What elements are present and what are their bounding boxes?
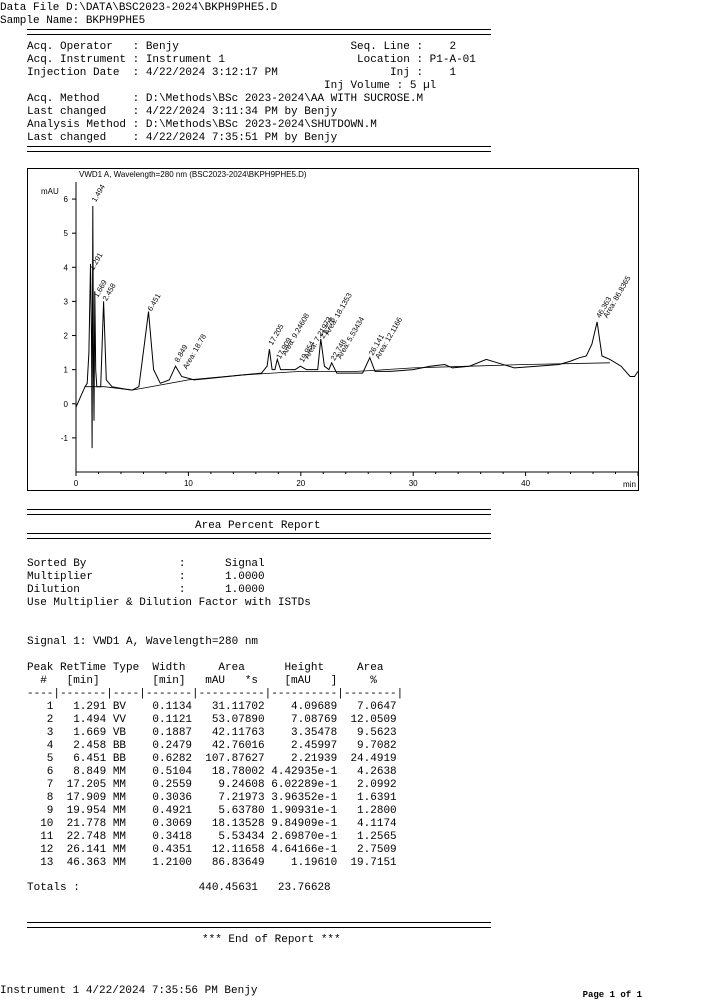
- chart-axes: -1 0 1 2 3 4 5 6 0 10 20 30 40: [61, 182, 639, 488]
- y-tick-label: 4: [64, 263, 69, 272]
- istd-line: Use Multiplier & Dilution Factor with IS…: [27, 597, 311, 609]
- table-header-2: # [min] [min] mAU *s [mAU ] %: [27, 675, 397, 687]
- separator: [27, 29, 491, 35]
- x-tick-label: 40: [521, 479, 530, 488]
- y-tick-label: -1: [61, 434, 69, 443]
- sorted-by-line: Sorted By : Signal: [27, 558, 265, 570]
- separator: [27, 533, 491, 539]
- table-divider: ----|-------|----|-------|----------|---…: [27, 688, 404, 700]
- data-file-line: Data File D:\DATA\BSC2023-2024\BKPH9PHE5…: [0, 2, 278, 14]
- table-row: 11 22.748 MM 0.3418 5.53434 2.69870e-1 1…: [27, 831, 397, 843]
- table-row: 3 1.669 VB 0.1887 42.11763 3.35478 9.562…: [27, 727, 397, 739]
- table-row: 9 19.954 MM 0.4921 5.63780 1.90931e-1 1.…: [27, 805, 397, 817]
- separator: [27, 509, 491, 515]
- totals-line: Totals : 440.45631 23.76628: [27, 882, 331, 894]
- y-tick-label: 5: [64, 229, 69, 238]
- analysis-method-line: Analysis Method : D:\Methods\BSc 2023-20…: [27, 119, 377, 131]
- table-row: 7 17.205 MM 0.2559 9.24608 6.02289e-1 2.…: [27, 779, 397, 791]
- table-header-1: Peak RetTime Type Width Area Height Area: [27, 662, 397, 674]
- x-tick-label: 10: [184, 479, 193, 488]
- y-tick-label: 3: [64, 297, 69, 306]
- baseline-trace: [85, 362, 610, 391]
- sample-name-line: Sample Name: BKPH9PHE5: [0, 15, 146, 27]
- x-axis-label: min: [623, 480, 636, 489]
- x-tick-label: 30: [409, 479, 418, 488]
- separator: [27, 922, 491, 928]
- signal-trace: [75, 205, 639, 449]
- chromatogram-chart: VWD1 A, Wavelength=280 nm (BSC2023-2024\…: [27, 168, 639, 491]
- x-tick-label: 0: [74, 479, 79, 488]
- chart-frame: [27, 168, 639, 491]
- y-tick-label: 6: [64, 195, 69, 204]
- report-title: Area Percent Report: [195, 520, 321, 532]
- operator-line: Acq. Operator : Benjy Seq. Line : 2: [27, 41, 457, 53]
- method-line: Acq. Method : D:\Methods\BSc 2023-2024\A…: [27, 93, 424, 105]
- chart-title: VWD1 A, Wavelength=280 nm (BSC2023-2024\…: [79, 170, 307, 179]
- dilution-line: Dilution : 1.0000: [27, 584, 265, 596]
- last-changed-line-2: Last changed : 4/22/2024 7:35:51 PM by B…: [27, 132, 338, 144]
- instrument-line: Acq. Instrument : Instrument 1 Location …: [27, 54, 476, 66]
- inj-volume-line: Inj Volume : 5 µl: [27, 80, 437, 92]
- injection-line: Injection Date : 4/22/2024 3:12:17 PM In…: [27, 67, 457, 79]
- y-axis-label: mAU: [41, 187, 59, 196]
- table-row: 13 46.363 MM 1.2100 86.83649 1.19610 19.…: [27, 857, 397, 869]
- table-row: 2 1.494 VV 0.1121 53.07890 7.08769 12.05…: [27, 714, 397, 726]
- table-row: 12 26.141 MM 0.4351 12.11658 4.64166e-1 …: [27, 844, 397, 856]
- table-row: 10 21.778 MM 0.3069 18.13528 9.84909e-1 …: [27, 818, 397, 830]
- separator: [27, 146, 491, 152]
- y-tick-label: 0: [64, 400, 69, 409]
- table-row: 6 8.849 MM 0.5104 18.78002 4.42935e-1 4.…: [27, 766, 397, 778]
- y-tick-label: 2: [64, 332, 69, 341]
- y-tick-label: 1: [64, 366, 69, 375]
- chart-series: [75, 205, 639, 449]
- table-row: 4 2.458 BB 0.2479 42.76016 2.45997 9.708…: [27, 740, 397, 752]
- signal-line: Signal 1: VWD1 A, Wavelength=280 nm: [27, 636, 259, 648]
- footer-left: Instrument 1 4/22/2024 7:35:56 PM Benjy: [0, 985, 258, 997]
- footer-page-number: Page 1 of 1: [582, 990, 642, 1000]
- last-changed-line-1: Last changed : 4/22/2024 3:11:34 PM by B…: [27, 106, 338, 118]
- table-row: 8 17.909 MM 0.3036 7.21973 3.96352e-1 1.…: [27, 792, 397, 804]
- x-tick-label: 20: [296, 479, 305, 488]
- multiplier-line: Multiplier : 1.0000: [27, 571, 265, 583]
- end-of-report: *** End of Report ***: [202, 934, 341, 946]
- table-row: 1 1.291 BV 0.1134 31.11702 4.09689 7.064…: [27, 701, 397, 713]
- table-row: 5 6.451 BB 0.6282 107.87627 2.21939 24.4…: [27, 753, 397, 765]
